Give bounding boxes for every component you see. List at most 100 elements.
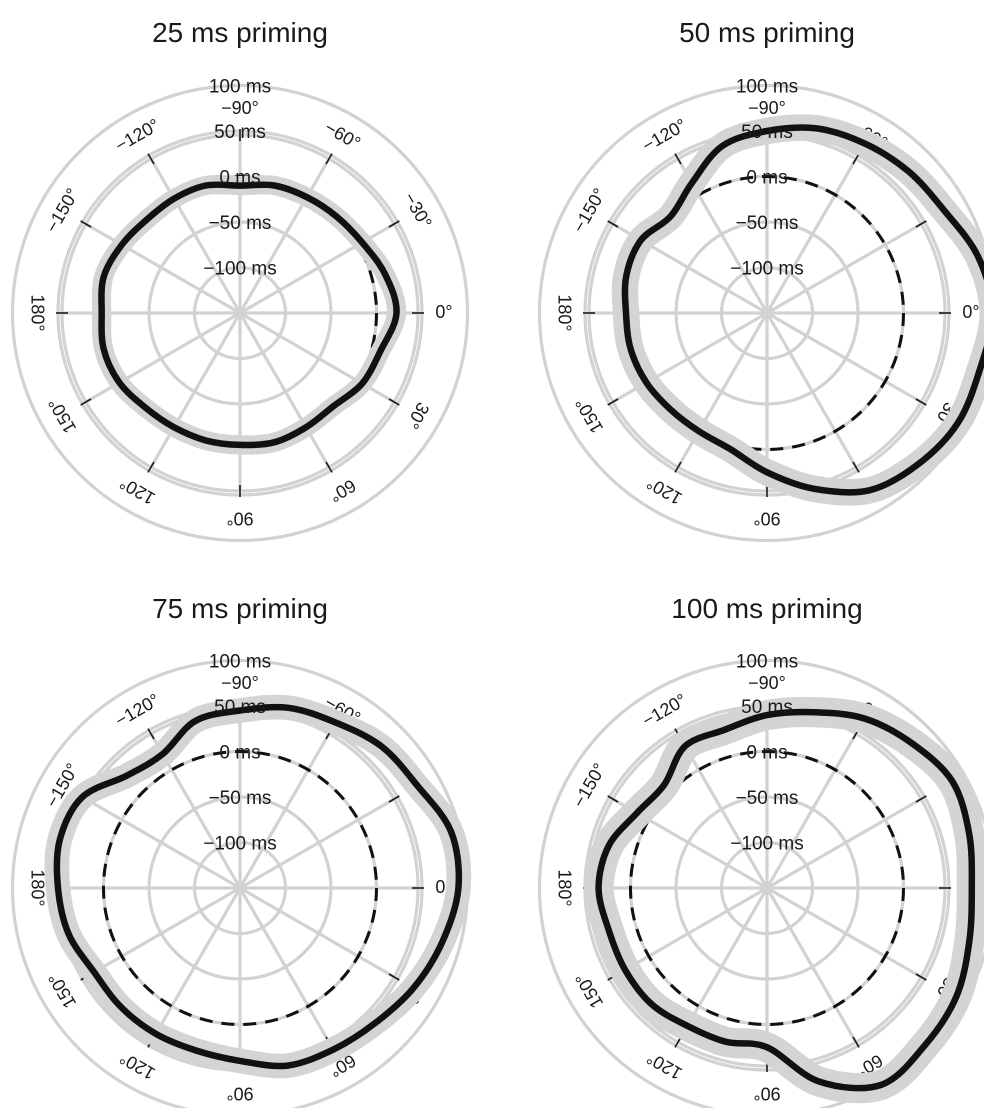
angle-tick-mark bbox=[388, 398, 400, 406]
angle-tick-mark bbox=[915, 795, 927, 803]
data-point bbox=[728, 447, 733, 452]
data-point bbox=[922, 1043, 927, 1048]
angle-spoke-minus-60deg bbox=[238, 733, 331, 889]
angle-spoke-30deg bbox=[239, 886, 395, 979]
angle-tick-mark bbox=[674, 153, 682, 165]
angle-label-120deg: 120° bbox=[643, 1048, 685, 1084]
angle-label-60deg: 60° bbox=[326, 475, 360, 506]
angle-spoke-60deg bbox=[238, 312, 331, 468]
angle-label-90deg: 90° bbox=[753, 1083, 780, 1103]
data-point bbox=[953, 995, 959, 1000]
data-point bbox=[360, 240, 365, 245]
angle-spoke-60deg bbox=[238, 887, 331, 1043]
data-point bbox=[909, 741, 914, 746]
angle-tick-mark bbox=[852, 1036, 860, 1048]
data-point bbox=[118, 1004, 124, 1010]
angle-tick-mark bbox=[915, 398, 927, 406]
data-point bbox=[624, 273, 629, 278]
angle-spoke-minus-30deg bbox=[766, 797, 922, 890]
data-point bbox=[237, 1058, 243, 1064]
data-point bbox=[878, 1082, 883, 1088]
data-point bbox=[950, 778, 955, 784]
polar-panel-2: 50 ms priming−90°−60°−30°0°30°60°90°120°… bbox=[537, 17, 984, 543]
data-point bbox=[916, 462, 921, 467]
panel-title: 50 ms priming bbox=[679, 17, 855, 48]
radial-tick-label-minus-100-ms: −100 ms bbox=[730, 834, 803, 855]
data-point bbox=[628, 347, 633, 352]
radial-tick-label-100-ms: 100 ms bbox=[209, 77, 271, 98]
data-point bbox=[285, 1063, 290, 1068]
angle-label-minus-90deg: −90° bbox=[221, 98, 259, 118]
data-point bbox=[906, 169, 911, 174]
radial-tick-label-minus-100-ms: −100 ms bbox=[203, 834, 276, 855]
angle-label-180deg: 180° bbox=[27, 294, 47, 331]
reference-dashed-circle bbox=[629, 750, 905, 1026]
angle-tick-mark bbox=[607, 398, 619, 406]
data-point bbox=[360, 381, 365, 386]
data-point bbox=[867, 488, 872, 493]
radial-tick-label-50-ms: 50 ms bbox=[741, 122, 793, 143]
radial-tick-label-50-ms: 50 ms bbox=[214, 122, 266, 143]
data-point bbox=[967, 940, 972, 945]
angle-spoke-minus-60deg bbox=[765, 158, 858, 314]
angle-tick-mark bbox=[674, 461, 682, 473]
angle-spoke-30deg bbox=[766, 311, 922, 404]
angle-label-minus-90deg: −90° bbox=[748, 98, 786, 118]
panel-title: 25 ms priming bbox=[152, 17, 328, 48]
angle-spoke-minus-60deg bbox=[238, 158, 331, 314]
angle-spoke-minus-60deg bbox=[765, 733, 858, 889]
data-point bbox=[764, 1045, 770, 1050]
angle-tick-mark bbox=[607, 795, 619, 803]
angle-tick-mark bbox=[915, 973, 927, 981]
data-point bbox=[415, 783, 420, 788]
angle-label-120deg: 120° bbox=[643, 473, 685, 509]
radial-tick-label-minus-50-ms: −50 ms bbox=[209, 213, 272, 234]
data-point bbox=[816, 1079, 821, 1084]
data-point bbox=[606, 928, 611, 933]
radial-tick-label-minus-50-ms: −50 ms bbox=[209, 788, 272, 809]
angle-spoke-minus-30deg bbox=[239, 797, 395, 890]
angle-label-150deg: 150° bbox=[44, 970, 80, 1012]
angle-tick-mark bbox=[852, 461, 860, 473]
data-point bbox=[80, 794, 85, 800]
angle-label-0deg: 0° bbox=[435, 302, 452, 322]
radial-tick-label-minus-100-ms: −100 ms bbox=[730, 259, 803, 280]
angle-label-90deg: 90° bbox=[226, 508, 253, 528]
angle-tick-mark bbox=[388, 795, 400, 803]
angle-label-120deg: 120° bbox=[116, 473, 158, 509]
radial-tick-label-0-ms: 0 ms bbox=[746, 743, 787, 764]
angle-tick-mark bbox=[147, 153, 155, 165]
data-point bbox=[668, 407, 673, 412]
data-point bbox=[764, 712, 770, 718]
data-point bbox=[331, 1047, 336, 1052]
angle-label-180deg: 180° bbox=[554, 869, 574, 906]
data-point bbox=[723, 1039, 728, 1045]
angle-spoke-60deg bbox=[765, 312, 858, 468]
radial-tick-label-minus-100-ms: −100 ms bbox=[203, 259, 276, 280]
data-point bbox=[975, 254, 981, 259]
angle-spoke-minus-30deg bbox=[766, 222, 922, 315]
angle-label-120deg: 120° bbox=[116, 1048, 158, 1084]
data-point bbox=[272, 440, 277, 445]
radial-tick-label-0-ms: 0 ms bbox=[219, 168, 260, 189]
angle-spoke-minus-120deg bbox=[149, 158, 242, 314]
data-point bbox=[304, 195, 310, 200]
radial-tick-label-100-ms: 100 ms bbox=[736, 77, 798, 98]
data-point bbox=[682, 743, 688, 749]
angle-spoke-120deg bbox=[149, 887, 242, 1043]
angle-tick-mark bbox=[147, 728, 155, 740]
angle-label-90deg: 90° bbox=[226, 1083, 253, 1103]
data-point bbox=[440, 940, 445, 945]
data-point bbox=[596, 885, 601, 891]
angle-tick-mark bbox=[388, 973, 400, 981]
angle-label-90deg: 90° bbox=[753, 508, 780, 528]
radial-tick-label-minus-50-ms: −50 ms bbox=[736, 213, 799, 234]
angle-label-minus-30deg: −30° bbox=[400, 189, 436, 232]
data-point bbox=[286, 705, 291, 710]
data-point bbox=[66, 931, 71, 937]
data-point bbox=[764, 128, 770, 134]
angle-spoke-60deg bbox=[765, 887, 858, 1043]
angle-tick-mark bbox=[388, 220, 400, 228]
angle-spoke-150deg bbox=[85, 886, 241, 979]
